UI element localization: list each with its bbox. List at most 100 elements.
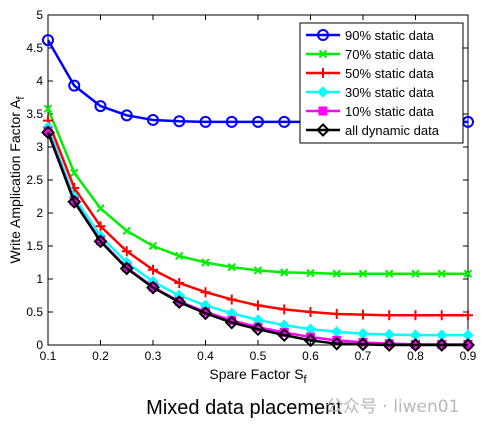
series-group: [41, 34, 475, 352]
legend-item: 50% static data: [306, 66, 435, 81]
legend-item: 10% static data: [306, 104, 435, 119]
legend: 90% static data 70% static data 50% static…: [299, 22, 464, 144]
legend-label: 90% static data: [345, 28, 435, 43]
data-point: [94, 100, 107, 113]
y-tick-label: 2: [36, 206, 43, 220]
legend-label: all dynamic data: [345, 123, 440, 138]
data-point: [461, 338, 475, 352]
x-tick-label: 0.5: [250, 349, 267, 363]
legend-item: 70% static data: [306, 47, 435, 62]
data-point: [43, 104, 53, 113]
data-point: [408, 338, 423, 352]
figure-caption: Mixed data placement: [146, 397, 342, 419]
x-tick-label: 0.7: [355, 349, 372, 363]
x-tick-label: 0.6: [302, 349, 319, 363]
y-tick-label: 5: [36, 8, 43, 22]
data-point: [224, 315, 239, 330]
data-point: [70, 168, 79, 177]
x-tick-label: 0.8: [407, 349, 424, 363]
data-point: [358, 309, 368, 320]
legend-item: 30% static data: [306, 85, 435, 100]
data-point: [303, 333, 318, 348]
data-point: [463, 269, 473, 278]
legend-marker: [317, 86, 329, 98]
series-5: [41, 125, 475, 352]
legend-marker: [316, 123, 330, 137]
legend-item: all dynamic data: [306, 123, 440, 138]
data-point: [331, 326, 343, 338]
data-point: [356, 337, 370, 352]
x-axis-label: Spare Factor Sf: [209, 366, 307, 386]
data-point: [225, 115, 238, 128]
x-tick-label: 0.9: [460, 349, 477, 363]
legend-label: 30% static data: [345, 85, 435, 100]
data-point: [68, 79, 81, 92]
data-point: [122, 226, 131, 236]
data-point: [437, 269, 446, 278]
data-point: [332, 269, 341, 278]
data-point: [331, 308, 342, 319]
y-tick-label: 1: [36, 272, 43, 286]
data-point: [174, 277, 185, 288]
data-point: [227, 262, 236, 272]
data-point: [120, 109, 133, 122]
data-point: [253, 300, 263, 311]
data-point: [175, 251, 184, 261]
legend-label: 10% static data: [345, 104, 435, 119]
data-point: [279, 304, 290, 315]
data-point: [280, 268, 289, 277]
y-tick-label: 2.5: [26, 173, 43, 187]
data-point: [146, 280, 160, 295]
x-tick-label: 0.2: [92, 349, 109, 363]
data-point: [95, 221, 106, 232]
data-point: [199, 115, 212, 128]
data-point: [42, 34, 54, 47]
data-point: [385, 269, 394, 278]
data-point: [410, 310, 421, 321]
data-point: [200, 287, 211, 298]
x-tick-label: 0.3: [145, 349, 162, 363]
data-point: [147, 113, 159, 126]
x-tick-label: 0.4: [197, 349, 214, 363]
data-point: [148, 241, 158, 251]
data-point: [436, 310, 447, 321]
data-point: [434, 338, 449, 352]
data-point: [172, 295, 187, 310]
data-point: [148, 264, 158, 275]
y-tick-label: 4: [36, 74, 43, 88]
legend-box: [299, 22, 464, 144]
data-point: [93, 234, 108, 249]
legend-marker: [317, 29, 329, 41]
legend-marker: [318, 68, 328, 78]
series-line: [46, 132, 468, 347]
data-point: [305, 307, 316, 317]
y-axis-label: Write Amplication Factor Af: [7, 96, 27, 264]
legend-marker: [318, 106, 328, 116]
data-point: [253, 266, 263, 275]
data-point: [41, 125, 55, 140]
legend-label: 50% static data: [345, 66, 435, 81]
data-point: [382, 338, 397, 352]
data-point: [96, 204, 105, 213]
data-point: [358, 269, 368, 278]
data-point: [329, 336, 344, 351]
data-point: [357, 328, 369, 340]
series-1: [43, 104, 473, 278]
axes: 0.1 0.2 0.3 0.4 0.5 0.6 0.7 0.8 0.9 0 0.5 1 1.5 2 2.5 3…: [7, 8, 477, 386]
watermark-text: 公众号 · liwen01: [326, 397, 460, 417]
legend-item: 90% static data: [306, 28, 435, 43]
data-point: [119, 261, 134, 276]
data-point: [384, 310, 395, 321]
data-point: [121, 246, 132, 257]
y-tick-label: 1.5: [26, 239, 43, 253]
data-point: [226, 294, 237, 305]
y-tick-label: 4.5: [26, 41, 43, 55]
data-point: [463, 310, 473, 321]
data-point: [67, 194, 82, 209]
y-tick-label: 3.5: [26, 107, 43, 121]
y-tick-label: 0.5: [26, 305, 43, 319]
data-point: [383, 328, 395, 341]
data-point: [173, 115, 186, 128]
y-tick-label: 3: [36, 140, 43, 154]
legend-label: 70% static data: [345, 47, 435, 62]
